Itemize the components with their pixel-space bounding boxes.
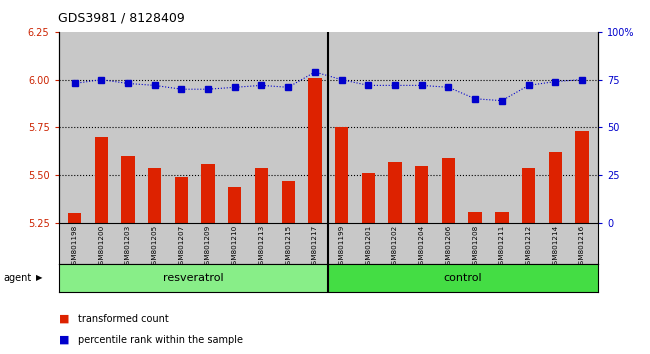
Bar xyxy=(415,166,428,223)
Bar xyxy=(361,173,375,223)
Bar xyxy=(281,181,295,223)
Bar xyxy=(388,162,402,223)
Bar xyxy=(335,127,348,223)
Text: GSM801216: GSM801216 xyxy=(579,225,585,269)
Text: GSM801212: GSM801212 xyxy=(526,225,532,269)
Text: ■: ■ xyxy=(58,335,69,345)
Text: resveratrol: resveratrol xyxy=(163,273,224,283)
Bar xyxy=(122,156,135,223)
Text: GSM801213: GSM801213 xyxy=(259,225,265,269)
Text: agent: agent xyxy=(3,273,31,283)
Bar xyxy=(228,187,241,223)
Text: control: control xyxy=(444,273,482,283)
Text: GSM801210: GSM801210 xyxy=(232,225,238,269)
Bar xyxy=(68,213,81,223)
Text: GSM801209: GSM801209 xyxy=(205,225,211,269)
Bar xyxy=(94,137,108,223)
Text: GSM801208: GSM801208 xyxy=(472,225,478,269)
Text: GSM801204: GSM801204 xyxy=(419,225,424,269)
Text: ■: ■ xyxy=(58,314,69,324)
Text: GSM801215: GSM801215 xyxy=(285,225,291,269)
Text: GSM801198: GSM801198 xyxy=(72,225,77,269)
Text: GSM801211: GSM801211 xyxy=(499,225,505,269)
Text: GSM801200: GSM801200 xyxy=(98,225,104,269)
Bar xyxy=(148,167,161,223)
Bar xyxy=(495,212,508,223)
Text: GSM801207: GSM801207 xyxy=(178,225,185,269)
Text: GSM801214: GSM801214 xyxy=(552,225,558,269)
Bar xyxy=(308,78,322,223)
Bar xyxy=(442,158,455,223)
Bar xyxy=(549,152,562,223)
Bar xyxy=(469,212,482,223)
Bar xyxy=(522,167,535,223)
Text: transformed count: transformed count xyxy=(78,314,169,324)
Bar xyxy=(575,131,589,223)
Text: GSM801217: GSM801217 xyxy=(312,225,318,269)
Bar xyxy=(202,164,214,223)
Text: GSM801202: GSM801202 xyxy=(392,225,398,269)
Text: GSM801205: GSM801205 xyxy=(151,225,158,269)
Bar xyxy=(175,177,188,223)
Text: ▶: ▶ xyxy=(36,273,42,282)
Text: GSM801206: GSM801206 xyxy=(445,225,452,269)
Text: GDS3981 / 8128409: GDS3981 / 8128409 xyxy=(58,12,185,25)
Text: GSM801203: GSM801203 xyxy=(125,225,131,269)
Text: GSM801201: GSM801201 xyxy=(365,225,371,269)
Text: percentile rank within the sample: percentile rank within the sample xyxy=(78,335,243,345)
Text: GSM801199: GSM801199 xyxy=(339,225,345,269)
Bar xyxy=(255,167,268,223)
